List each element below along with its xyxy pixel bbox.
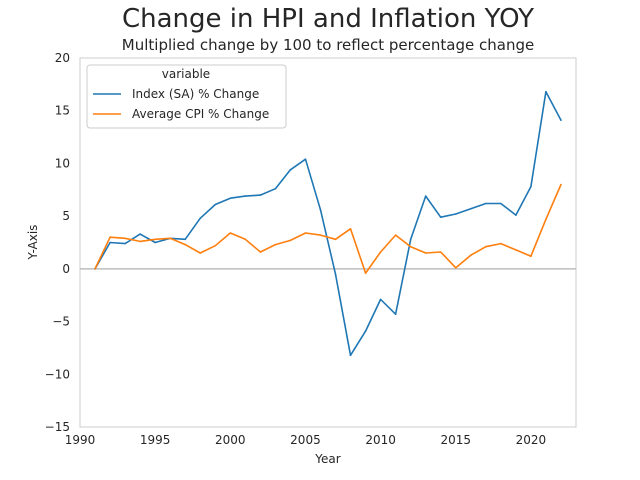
data-point [199,252,202,254]
data-point [469,207,472,210]
data-point [274,243,277,246]
data-point [199,217,202,220]
data-point [154,238,156,241]
data-point [379,298,382,301]
data-point [319,234,322,236]
data-point [439,216,442,218]
data-point [124,242,126,245]
data-point [560,119,562,122]
data-point [109,241,111,244]
data-point [409,245,412,248]
data-point [364,272,367,274]
data-point [229,197,232,200]
legend-entry: Index (SA) % Change [132,87,259,101]
data-point [454,213,457,215]
y-tick-label: 15 [55,104,70,118]
data-point [334,273,337,275]
data-point [485,245,487,248]
series-line-1 [94,184,562,274]
y-tick-label: 10 [55,156,70,170]
x-tick-label: 2005 [290,433,321,447]
x-tick-label: 2010 [365,433,396,447]
data-point [184,238,187,241]
series-lines [94,90,562,357]
data-point [424,252,427,254]
data-point [349,227,352,230]
data-point [545,90,547,93]
legend-box [86,64,287,129]
chart-subtitle: Multiplied change by 100 to reflect perc… [121,36,535,54]
data-point [244,238,247,241]
data-point [379,251,382,253]
legend-title: variable [162,67,210,81]
data-point [154,241,156,244]
data-point [214,244,217,247]
data-point [560,183,562,186]
data-point [394,234,397,236]
y-tick-label: 0 [62,262,70,276]
data-point [409,238,412,241]
data-point [229,232,232,234]
x-tick-label: 1990 [65,433,96,447]
data-point [304,232,307,234]
data-point [545,218,547,221]
data-point [184,243,187,246]
data-point [500,242,502,245]
data-point [94,268,96,270]
data-point [394,313,397,315]
y-tick-label: −15 [45,420,70,434]
x-tick-label: 2000 [215,433,246,447]
y-tick-label: 5 [62,209,70,223]
data-point [289,239,292,242]
y-axis-label: Y-Axis [26,225,40,261]
data-point [169,237,171,240]
y-tick-label: −10 [45,367,70,381]
chart-title: Change in HPI and Inflation YOY [121,4,535,34]
data-point [139,240,141,243]
x-tick-label: 2020 [516,433,547,447]
data-point [454,267,457,269]
x-tick-label: 2015 [440,433,471,447]
data-point [289,168,292,171]
legend: variable Index (SA) % Change Average CPI … [86,64,287,129]
data-point [500,202,502,205]
data-point [259,251,262,253]
data-point [424,195,427,197]
x-axis-ticks: 1990 1995 2000 2005 2010 2015 2020 [65,433,546,447]
data-point [485,202,487,205]
legend-entry: Average CPI % Change [132,107,269,121]
y-tick-label: −5 [52,315,70,329]
y-axis-ticks: −15 −10 −5 0 5 10 15 20 [45,51,70,434]
data-point [304,158,307,161]
data-point [515,249,517,251]
data-point [530,255,532,258]
y-tick-label: 20 [55,51,70,65]
data-point [469,254,472,256]
data-point [259,194,262,196]
data-point [109,236,111,239]
data-point [274,187,277,190]
data-point [319,209,322,211]
data-point [515,214,517,216]
x-axis-label: Year [314,452,340,466]
data-point [244,195,247,197]
x-tick-label: 1995 [140,433,171,447]
data-point [439,251,442,253]
data-point [334,238,337,241]
series-line-0 [94,90,562,357]
data-point [124,237,126,240]
data-point [214,203,217,206]
data-point [364,330,367,332]
data-point [349,354,352,357]
data-point [139,233,141,235]
data-point [530,185,532,188]
